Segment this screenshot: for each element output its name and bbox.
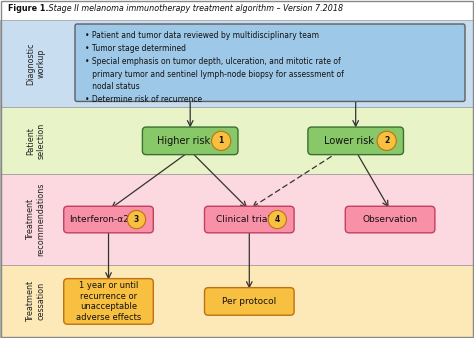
FancyBboxPatch shape <box>142 127 238 154</box>
Text: Per protocol: Per protocol <box>222 297 276 306</box>
Bar <box>0 265 474 338</box>
Bar <box>0 107 474 174</box>
Text: Lower risk: Lower risk <box>324 136 374 146</box>
FancyBboxPatch shape <box>204 288 294 315</box>
FancyBboxPatch shape <box>75 24 465 101</box>
Text: Diagnostic
workup: Diagnostic workup <box>26 43 46 85</box>
Text: Higher risk: Higher risk <box>156 136 210 146</box>
Text: Stage II melanoma immunotherapy treatment algorithm – Version 7.2018: Stage II melanoma immunotherapy treatmen… <box>46 4 343 13</box>
Text: 1: 1 <box>219 136 224 145</box>
Text: • Patient and tumor data reviewed by multidisciplinary team
• Tumor stage determ: • Patient and tumor data reviewed by mul… <box>85 31 344 104</box>
FancyBboxPatch shape <box>308 127 403 154</box>
Text: Treatment
cessation: Treatment cessation <box>26 281 46 322</box>
Circle shape <box>211 131 231 150</box>
FancyBboxPatch shape <box>204 206 294 233</box>
FancyBboxPatch shape <box>345 206 435 233</box>
Text: 1 year or until
recurrence or
unacceptable
adverse effects: 1 year or until recurrence or unacceptab… <box>76 281 141 321</box>
Text: Figure 1.: Figure 1. <box>8 4 48 13</box>
Text: Treatment
recommendations: Treatment recommendations <box>26 183 46 256</box>
Text: Observation: Observation <box>363 215 418 224</box>
FancyBboxPatch shape <box>64 279 153 324</box>
Text: Patient
selection: Patient selection <box>26 123 46 159</box>
Circle shape <box>377 131 396 150</box>
Text: Clinical trial: Clinical trial <box>216 215 270 224</box>
Text: 2: 2 <box>384 136 389 145</box>
Circle shape <box>268 211 286 229</box>
Text: Interferon-α2b: Interferon-α2b <box>69 215 135 224</box>
Bar <box>0 20 474 107</box>
Bar <box>0 174 474 265</box>
FancyBboxPatch shape <box>64 206 153 233</box>
Text: 3: 3 <box>134 215 139 224</box>
Text: 4: 4 <box>274 215 280 224</box>
Circle shape <box>128 211 146 229</box>
